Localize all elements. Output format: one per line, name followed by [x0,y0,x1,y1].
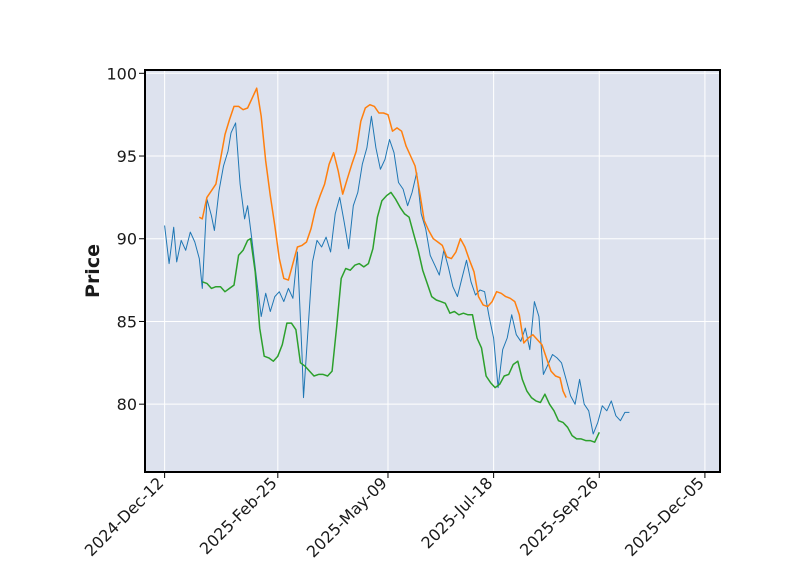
y-axis: 80 85 90 95 100 [106,64,145,414]
y-tick-label: 100 [106,64,137,83]
x-tick-label: 2025-Feb-25 [196,473,281,558]
y-tick-label: 95 [117,147,137,166]
plot-background [145,70,720,472]
y-tick-label: 80 [117,395,137,414]
y-tick-label: 85 [117,312,137,331]
x-axis: 2024-Dec-12 2025-Feb-25 2025-May-09 2025-Ju… [81,472,708,561]
x-tick-label: 2024-Dec-12 [81,473,168,560]
series-line-2 [198,87,567,398]
x-tick-label: 2025-Jul-18 [417,473,496,552]
series-line-3 [202,191,600,443]
y-axis-title: Price [82,244,104,298]
series-lines [164,87,630,443]
y-tick-label: 90 [117,230,137,249]
series-line-1 [164,115,630,435]
grid [145,70,720,472]
x-tick-label: 2025-Sep-26 [516,473,602,559]
x-tick-label: 2025-Dec-05 [621,473,708,560]
x-tick-label: 2025-May-09 [303,473,391,561]
plot-frame [144,69,721,473]
